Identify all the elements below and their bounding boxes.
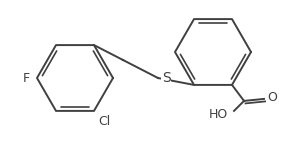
Text: F: F: [23, 71, 30, 85]
Text: S: S: [162, 71, 171, 85]
Text: HO: HO: [209, 108, 228, 121]
Text: O: O: [267, 91, 277, 104]
Text: Cl: Cl: [98, 115, 110, 128]
